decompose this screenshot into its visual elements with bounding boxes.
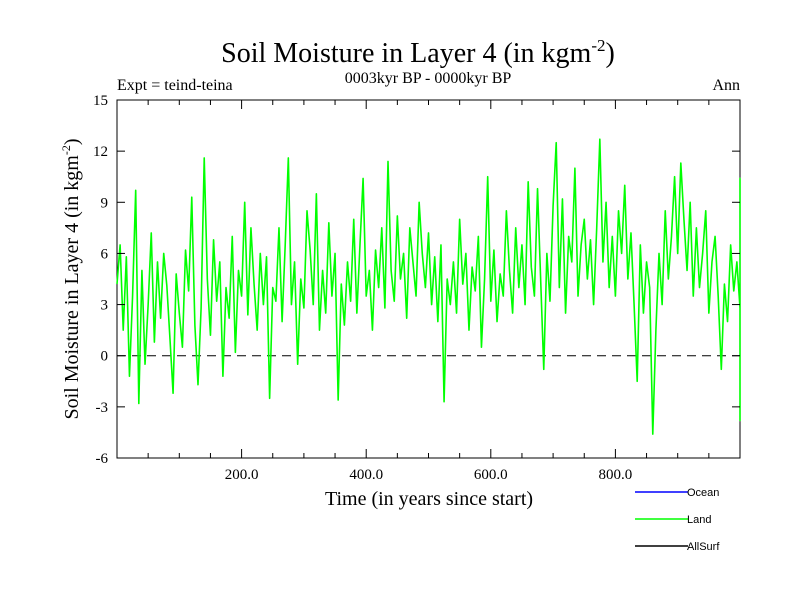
y-tick-label: -6 [96, 451, 109, 467]
x-tick-label: 200.0 [225, 467, 259, 483]
legend-label-ocean: Ocean [687, 487, 719, 499]
season-label: Ann [712, 77, 740, 94]
y-axis-label-superscript: -2 [59, 145, 73, 155]
chart-title: Soil Moisture in Layer 4 (in kgm-2) [221, 36, 615, 69]
x-axis-label: Time (in years since start) [325, 488, 533, 510]
y-axis-label: Soil Moisture in Layer 4 (in kgm-2) [59, 138, 83, 419]
chart-title-superscript: -2 [591, 36, 605, 55]
y-tick-label: -3 [96, 400, 109, 416]
x-tick-label: 600.0 [474, 467, 508, 483]
y-tick-label: 9 [101, 195, 109, 211]
y-tick-label: 15 [93, 93, 108, 109]
experiment-label: Expt = teind-teina [117, 77, 233, 94]
series-line-land [116, 138, 741, 435]
legend: Ocean Land AllSurf [635, 487, 720, 553]
y-tick-label: 6 [101, 246, 109, 262]
x-tick-label: 800.0 [599, 467, 633, 483]
legend-label-allsurf: AllSurf [687, 541, 720, 553]
y-axis-label-main: Soil Moisture in Layer 4 (in kgm [61, 155, 83, 420]
y-tick-label: 12 [93, 144, 108, 160]
x-axis: 200.0 400.0 600.0 800.0 [147, 100, 710, 483]
chart-title-close: ) [606, 38, 615, 69]
y-axis: -6 -3 0 3 6 9 12 15 [93, 93, 740, 467]
legend-label-land: Land [687, 514, 711, 526]
y-axis-label-close: ) [61, 138, 83, 145]
y-tick-label: 3 [101, 298, 109, 314]
plot-frame [116, 99, 741, 459]
y-tick-label: 0 [101, 349, 109, 365]
x-tick-label: 400.0 [349, 467, 383, 483]
chart-title-main: Soil Moisture in Layer 4 (in kgm [221, 38, 591, 69]
chart-subtitle: 0003kyr BP - 0000kyr BP [345, 70, 512, 87]
